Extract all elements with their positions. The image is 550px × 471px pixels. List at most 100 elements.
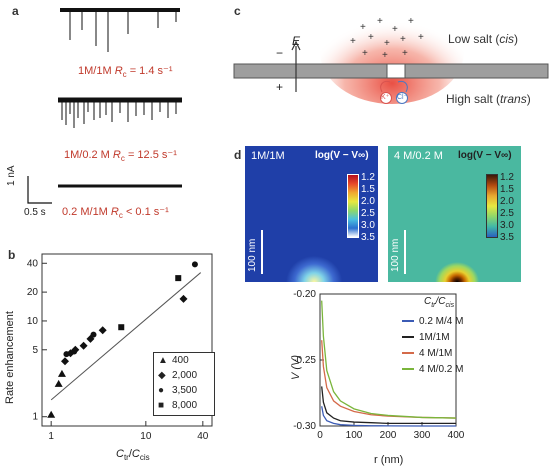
legend-item-4m-1m: 4 M/1M	[402, 345, 480, 361]
point-diamond	[179, 294, 188, 303]
y-tick-label-d: -0.20	[293, 289, 316, 300]
rate-scatter-chart: 1 10 40 1 5 10 20 40	[27, 253, 213, 442]
svg-text:+: +	[392, 24, 398, 35]
svg-text:+: +	[402, 48, 408, 59]
potential-line-chart: 0 100 200 300 400 -0.20 -0.25 -0.30	[293, 289, 465, 441]
legend-item-1m-1m: 1M/1M	[402, 329, 480, 345]
series-line	[321, 300, 457, 419]
map-2-scale-bar	[404, 230, 406, 274]
legend-item-0-2m-4m: 0.2 M/4 M	[402, 313, 480, 329]
x-tick-label-d: 400	[448, 430, 465, 441]
potential-map-1m-1m: 1M/1M log(V − V∞) 1.2 1.5 2.0 2.5 3.0 3.5 100…	[245, 146, 378, 282]
point-triangle	[54, 379, 63, 387]
point-diamond	[98, 326, 107, 335]
point-circle	[63, 351, 70, 358]
k-ion-icon	[380, 92, 392, 104]
svg-text:+: +	[377, 16, 383, 27]
svg-text:+: +	[384, 38, 390, 49]
cl-ion-icon	[396, 92, 408, 104]
svg-text:+: +	[408, 16, 414, 27]
k-ion-label: K⁺	[381, 94, 390, 101]
potential-map-4m-0-2m: 4 M/0.2 M log(V − V∞) 1.2 1.5 2.0 2.5 3.0 3.5…	[388, 146, 521, 282]
legend-item-3500: ● 3,500	[158, 385, 198, 396]
current-trace-2	[58, 97, 182, 128]
panel-b-label: b	[8, 248, 16, 262]
x-tick-label-d: 300	[414, 430, 431, 441]
y-tick-label-b: 40	[27, 258, 39, 269]
panel-d-label: d	[234, 148, 242, 162]
svg-text:+: +	[382, 50, 388, 61]
point-circle	[71, 348, 78, 355]
cis-label: Low salt (cis)	[448, 32, 519, 46]
plot-frame-b	[41, 253, 213, 427]
y-tick-label-b: 10	[27, 316, 39, 327]
legend-item-8000: ■ 8,000	[158, 400, 198, 411]
y-tick-label-b: 5	[32, 345, 38, 356]
map-1-condition: 1M/1M	[251, 150, 285, 162]
point-square	[175, 275, 182, 282]
map-2-colorbar-ticks: 1.2 1.5 2.0 2.5 3.0 3.5	[500, 172, 514, 243]
k-ion-path	[380, 81, 391, 93]
legend-item-400: ▲ 400	[158, 355, 189, 366]
x-tick-label-d: 100	[346, 430, 363, 441]
point-triangle	[57, 369, 66, 377]
svg-text:+: +	[350, 36, 356, 47]
svg-text:+: +	[418, 32, 424, 43]
legend-d: 0.2 M/4 M 1M/1M 4 M/1M 4 M/0.2 M	[402, 313, 480, 377]
svg-text:+: +	[400, 34, 406, 45]
scale-time-label: 0.5 s	[24, 207, 46, 218]
map-1-scale-label: 100 nm	[247, 238, 258, 272]
x-tick-label-d: 0	[317, 430, 323, 441]
x-tick-label-b: 40	[197, 431, 209, 442]
minus-sign: −	[276, 46, 284, 60]
y-tick-label-b: 20	[27, 287, 39, 298]
map-2-condition: 4 M/0.2 M	[394, 150, 443, 162]
trace-3-label: 0.2 M/1M Rc < 0.1 s⁻¹	[62, 206, 169, 221]
nanopore-schematic: ++++ + ++ + + + + +	[233, 0, 549, 104]
trace-2-label: 1M/0.2 M Rc = 12.5 s⁻¹	[64, 149, 177, 164]
y-tick-label-d: -0.25	[293, 355, 316, 366]
panel-c-label: c	[234, 4, 241, 18]
x-tick-label-d: 200	[380, 430, 397, 441]
panel-a-traces	[27, 8, 182, 204]
map-2-colorbar-label: log(V − V∞)	[458, 150, 512, 161]
plus-sign: +	[276, 80, 284, 94]
map-2-colorbar	[486, 174, 498, 238]
x-axis-label-b: Ctr/Ccis	[116, 448, 150, 463]
panel-a-label: a	[12, 4, 19, 18]
legend-b: ▲ 400 ◆ 2,000 ● 3,500 ■ 8,000	[153, 352, 215, 416]
trace-1-label: 1M/1M Rc = 1.4 s⁻¹	[78, 65, 173, 80]
y-tick-label-d: -0.30	[293, 421, 316, 432]
legend-item-4m-0-2m: 4 M/0.2 M	[402, 361, 480, 377]
ion-cloud	[320, 0, 464, 104]
map-1-colorbar	[347, 174, 359, 238]
fit-line	[50, 272, 202, 401]
x-axis-label-d: r (nm)	[374, 454, 404, 466]
map-2-scale-label: 100 nm	[390, 238, 401, 272]
legend-item-2000: ◆ 2,000	[158, 370, 198, 381]
legend-d-title: Ctr/Ccis	[424, 296, 455, 309]
cl-ion-path	[397, 81, 408, 93]
series-line	[321, 406, 456, 427]
point-circle	[191, 261, 198, 268]
point-triangle	[47, 410, 56, 418]
scale-bar	[27, 176, 52, 204]
trans-label: High salt (trans)	[446, 92, 531, 106]
current-trace-1	[60, 8, 180, 52]
field-arrow	[291, 40, 301, 51]
series-line	[321, 386, 456, 425]
point-diamond	[61, 357, 70, 366]
scale-current-label: 1 nA	[6, 165, 17, 186]
x-tick-label-b: 1	[48, 431, 54, 442]
svg-text:+: +	[368, 32, 374, 43]
map-1-colorbar-label: log(V − V∞)	[315, 150, 369, 161]
cl-ion-label: Cl⁻	[397, 94, 408, 101]
field-label: E	[292, 34, 301, 48]
y-tick-label-b: 1	[32, 412, 38, 423]
point-square	[118, 324, 125, 331]
point-circle	[90, 331, 97, 338]
svg-text:+: +	[362, 48, 368, 59]
map-1-colorbar-ticks: 1.2 1.5 2.0 2.5 3.0 3.5	[361, 172, 375, 243]
svg-text:+: +	[360, 22, 366, 33]
nanopore	[386, 63, 406, 79]
